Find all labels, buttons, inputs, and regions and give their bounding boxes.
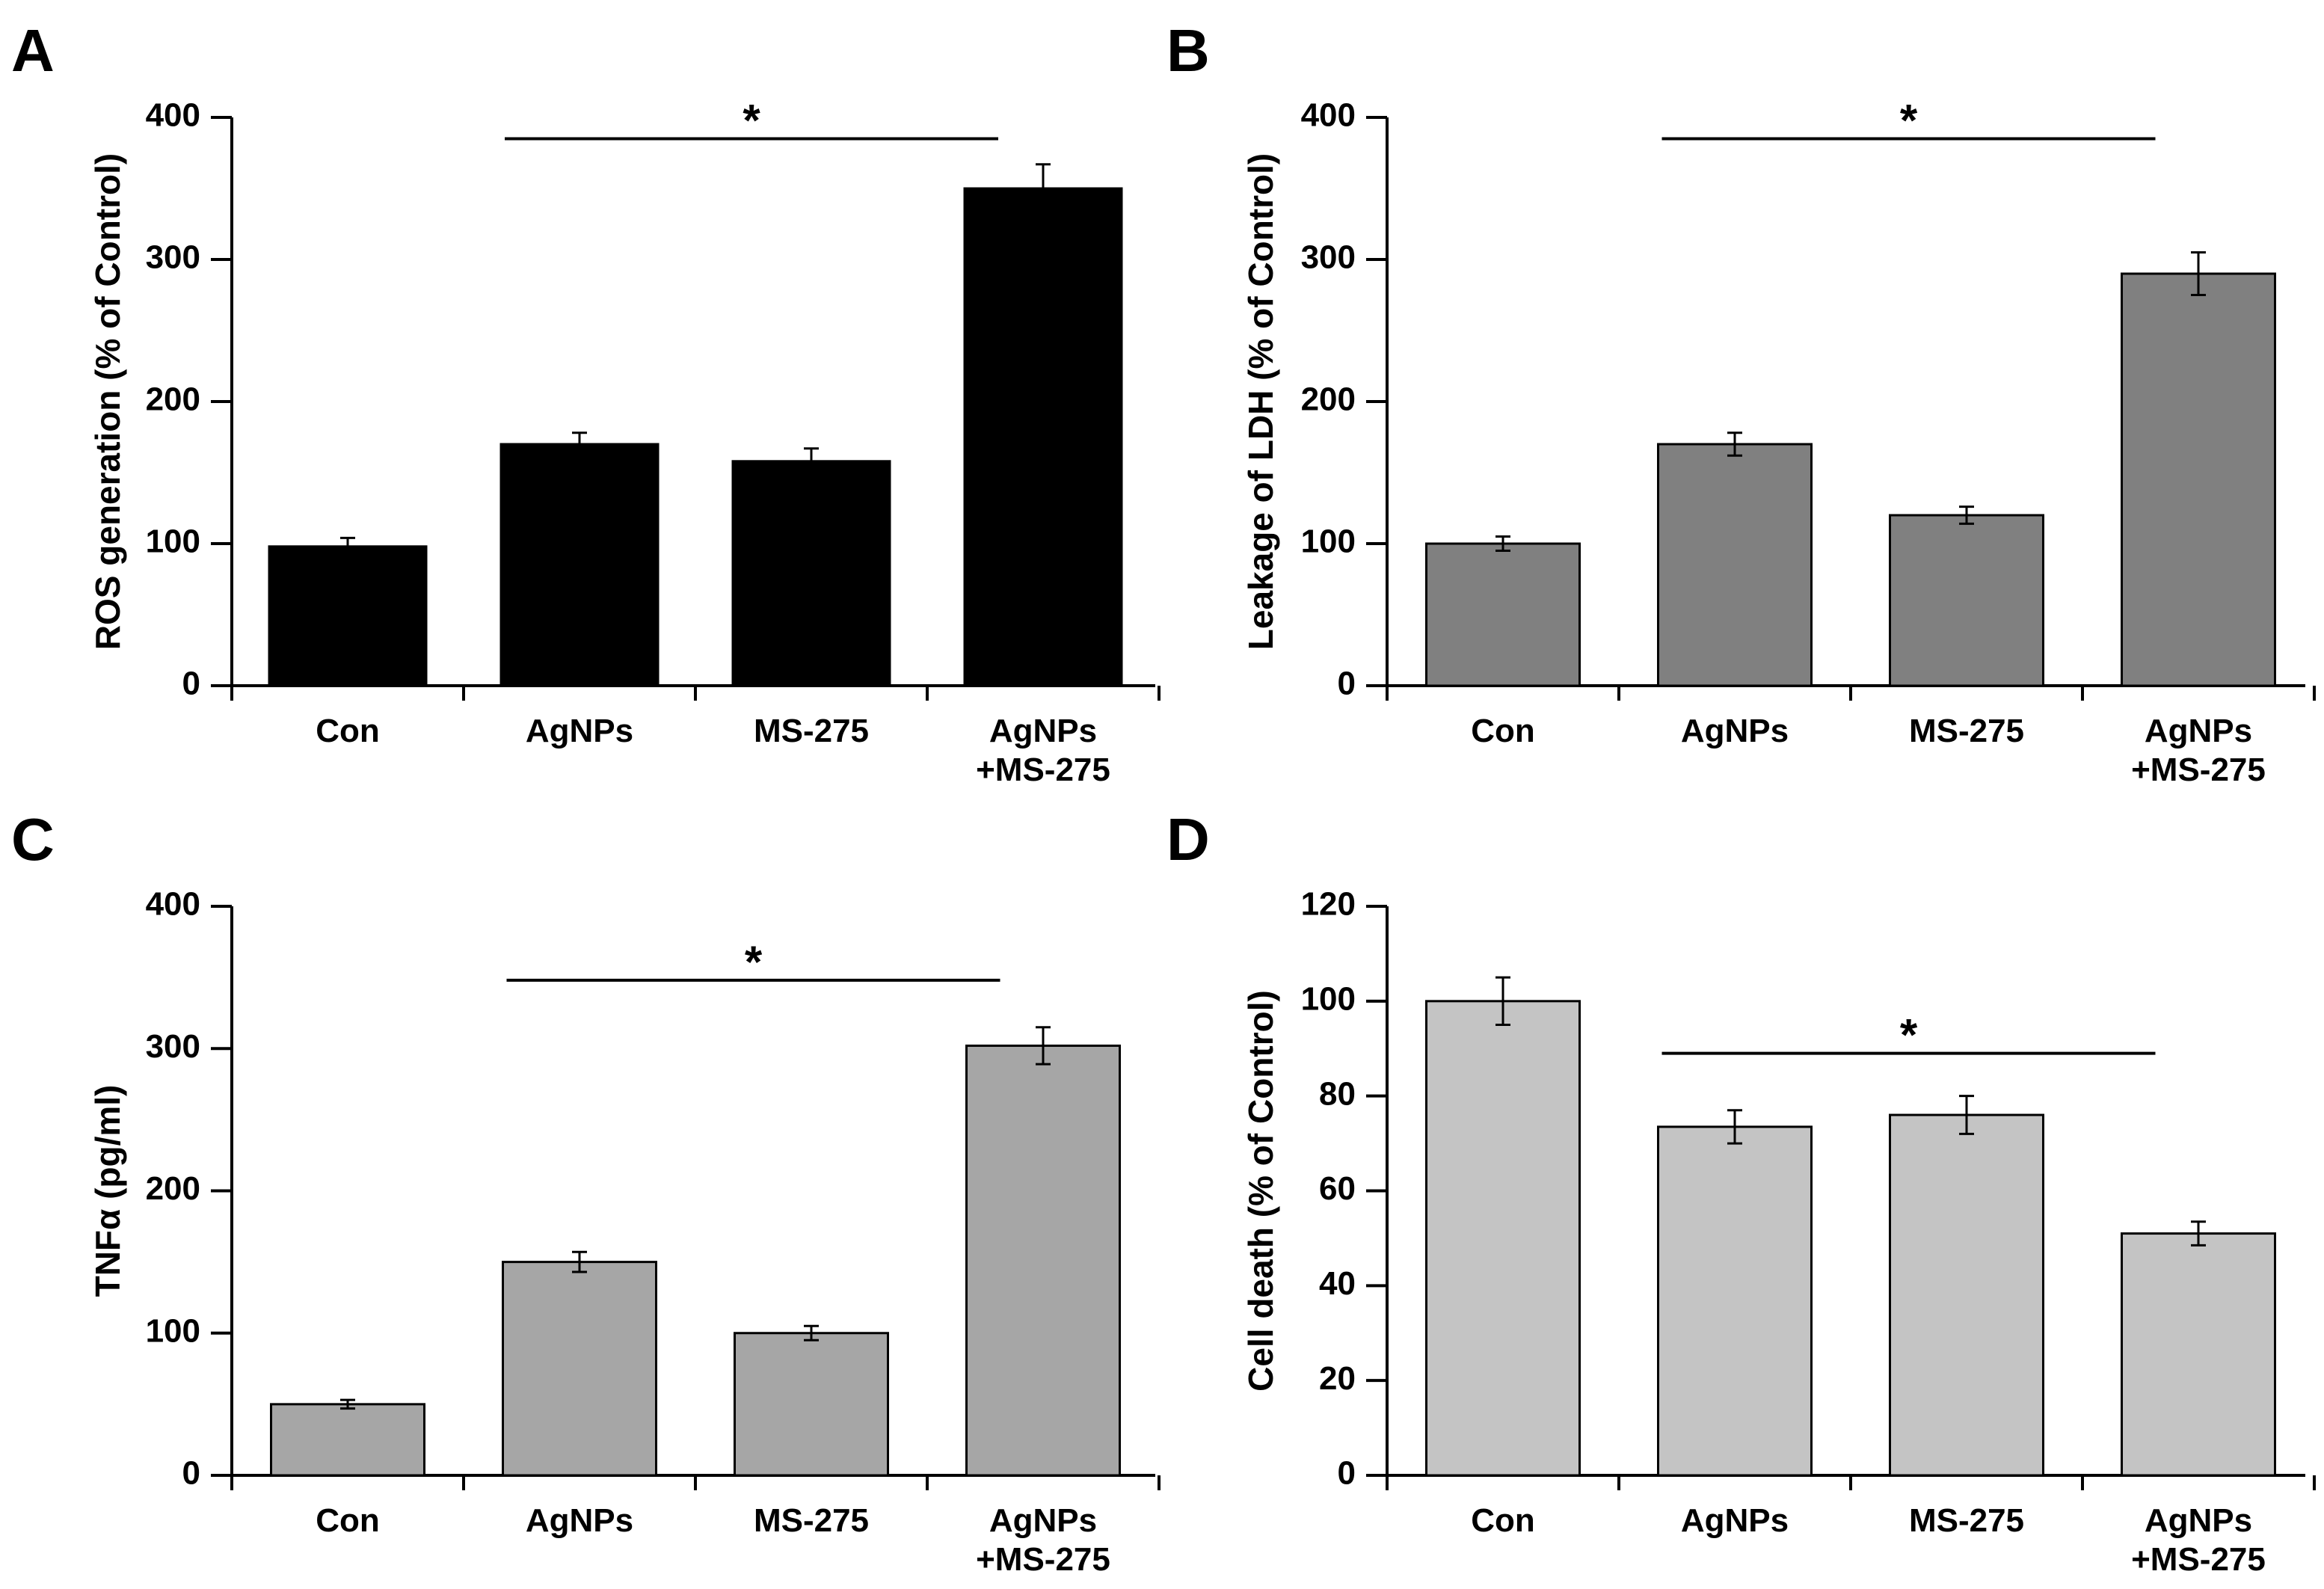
x-tick-label: +MS-275 — [2131, 1541, 2266, 1578]
y-tick-label: 100 — [1301, 523, 1356, 560]
significance-star: * — [1900, 1010, 1918, 1060]
y-tick-label: 0 — [182, 1455, 200, 1492]
y-tick-label: 0 — [1338, 666, 1356, 702]
bar — [2121, 1232, 2276, 1477]
x-tick-label: AgNPs — [2145, 713, 2252, 749]
x-tick-label: AgNPs — [2145, 1502, 2252, 1539]
y-tick-label: 200 — [146, 381, 200, 418]
bar — [270, 1403, 425, 1477]
significance-star: * — [743, 96, 760, 146]
bar — [1889, 1113, 2044, 1477]
x-tick-label: AgNPs — [1681, 713, 1789, 749]
x-tick-label: Con — [1471, 713, 1535, 749]
bar — [734, 1332, 889, 1477]
y-tick-label: 100 — [146, 523, 200, 560]
y-tick-label: 80 — [1319, 1075, 1356, 1112]
bar — [1657, 1125, 1813, 1477]
chart-panel-c: C TNFα (pg/ml) 0 100 200 300 400 Con AgNPs MS-275… — [11, 806, 1161, 1578]
y-axis-title: Cell death (% of Control) — [1241, 990, 1280, 1392]
y-axis-title: ROS generation (% of Control) — [88, 153, 127, 650]
x-tick-label: MS-275 — [754, 1502, 869, 1539]
y-tick-label: 300 — [1301, 239, 1356, 276]
x-tick-label: Con — [316, 1502, 380, 1539]
x-tick-label: AgNPs — [989, 1502, 1097, 1539]
x-tick-label: AgNPs — [1681, 1502, 1789, 1539]
y-tick-label: 20 — [1319, 1360, 1356, 1397]
y-tick-label: 40 — [1319, 1265, 1356, 1302]
x-tick-label: Con — [316, 713, 380, 749]
panel-letter: D — [1166, 806, 1210, 873]
bar — [268, 545, 428, 687]
panel-letter: C — [11, 806, 55, 873]
x-tick-label: +MS-275 — [976, 752, 1110, 788]
x-tick-label: AgNPs — [526, 713, 633, 749]
y-tick-label: 400 — [146, 97, 200, 134]
y-tick-label: 0 — [182, 666, 200, 702]
y-axis-title: Leakage of LDH (% of Control) — [1241, 153, 1280, 650]
panel-letter: B — [1166, 17, 1210, 84]
x-tick-label: Con — [1471, 1502, 1535, 1539]
bar — [499, 443, 660, 687]
y-tick-label: 100 — [146, 1312, 200, 1349]
bar — [1657, 443, 1813, 687]
chart-panel-a: A ROS generation (% of Control) 0 100 200 300… — [11, 17, 1161, 788]
bar — [1425, 542, 1581, 687]
x-tick-label: MS-275 — [1909, 713, 2024, 749]
y-tick-label: 120 — [1301, 886, 1356, 923]
y-axis-title: TNFα (pg/ml) — [88, 1085, 127, 1297]
y-tick-label: 300 — [146, 1028, 200, 1065]
y-tick-label: 100 — [1301, 980, 1356, 1017]
bar — [1889, 514, 2044, 687]
y-tick-label: 300 — [146, 239, 200, 276]
y-tick-label: 200 — [1301, 381, 1356, 418]
significance-star: * — [1900, 96, 1918, 146]
x-tick-label: +MS-275 — [976, 1541, 1110, 1578]
y-tick-label: 200 — [146, 1170, 200, 1207]
bar — [2121, 272, 2276, 687]
bar — [502, 1261, 657, 1477]
x-tick-label: MS-275 — [1909, 1502, 2024, 1539]
chart-panel-d: D Cell death (% of Control) 0 20 40 60 80 100 12… — [1166, 806, 2316, 1578]
bar — [963, 187, 1123, 687]
significance-star: * — [745, 937, 763, 987]
y-tick-label: 400 — [146, 886, 200, 923]
x-tick-label: AgNPs — [989, 713, 1097, 749]
bar — [731, 460, 891, 687]
y-tick-label: 0 — [1338, 1455, 1356, 1492]
bar — [1425, 1000, 1581, 1477]
bar — [965, 1044, 1121, 1477]
x-tick-label: AgNPs — [526, 1502, 633, 1539]
panel-letter: A — [11, 17, 55, 84]
y-tick-label: 400 — [1301, 97, 1356, 134]
x-tick-label: +MS-275 — [2131, 752, 2266, 788]
y-tick-label: 60 — [1319, 1170, 1356, 1207]
chart-panel-b: B Leakage of LDH (% of Control) 0 100 200 300… — [1166, 17, 2316, 788]
x-tick-label: MS-275 — [754, 713, 869, 749]
